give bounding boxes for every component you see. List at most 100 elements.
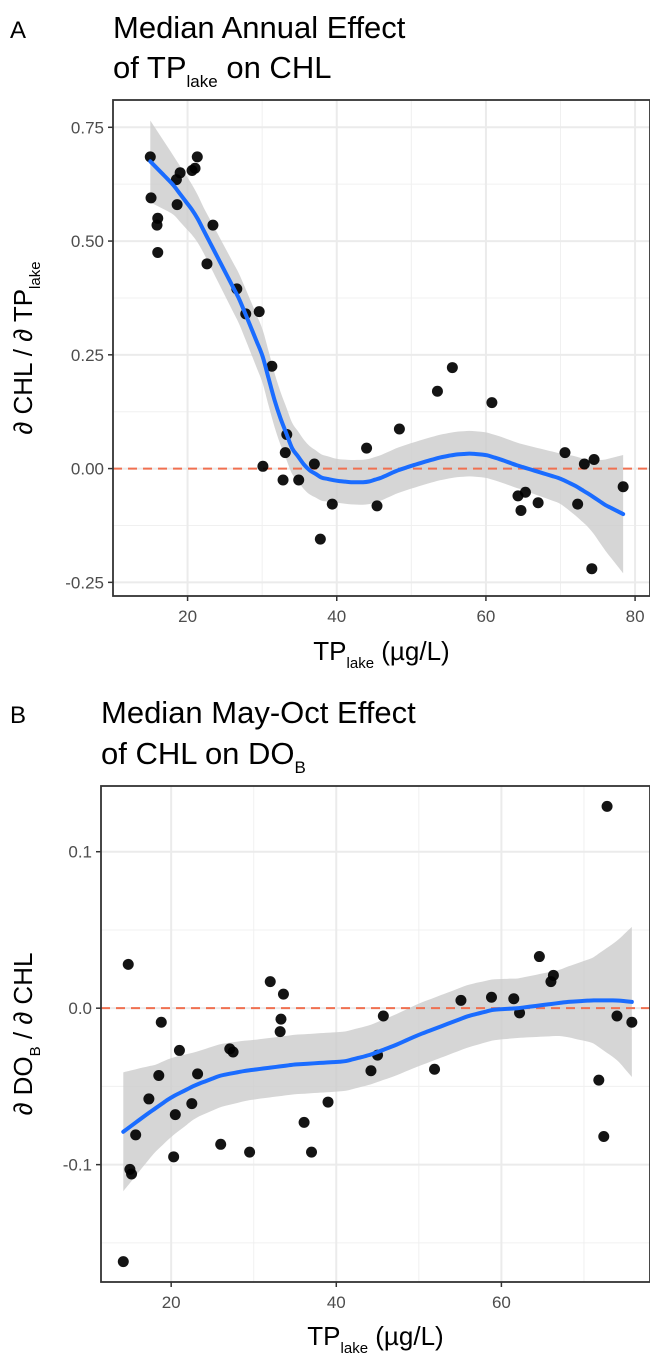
- data-point: [308, 458, 320, 470]
- data-point: [578, 458, 590, 470]
- smooth-line: [148, 159, 626, 517]
- data-point: [192, 1068, 204, 1080]
- data-point: [293, 474, 305, 486]
- data-point: [266, 360, 278, 372]
- data-point: [155, 1016, 167, 1028]
- panel-letter: A: [10, 17, 26, 44]
- data-point: [201, 258, 213, 270]
- data-point: [244, 1146, 256, 1158]
- x-tick-label: 40: [327, 607, 346, 626]
- data-point: [431, 385, 443, 397]
- chart-title-line: Median May-Oct Effect: [101, 695, 416, 730]
- y-tick-label: 0.0: [68, 999, 92, 1018]
- data-point: [533, 951, 545, 963]
- data-point: [189, 162, 201, 174]
- y-tick-label: 0.25: [71, 346, 104, 365]
- smooth-line: [121, 998, 634, 1134]
- x-tick-label: 20: [178, 607, 197, 626]
- data-point: [145, 192, 157, 204]
- y-tick-label: 0.00: [71, 460, 104, 479]
- data-point: [169, 1109, 181, 1121]
- data-point: [168, 1151, 180, 1163]
- x-tick-label: 40: [327, 1293, 346, 1312]
- chart-title-line: of CHL on DOB: [101, 736, 306, 777]
- data-point: [322, 1096, 334, 1108]
- data-point: [486, 397, 498, 409]
- data-point: [365, 1065, 377, 1077]
- data-point: [611, 1010, 623, 1022]
- plot-border: [100, 785, 650, 1283]
- data-point: [598, 1130, 610, 1142]
- data-point: [274, 1026, 286, 1038]
- data-point: [446, 362, 458, 374]
- data-point: [508, 993, 520, 1005]
- data-point: [227, 1046, 239, 1058]
- data-point: [207, 219, 219, 231]
- data-point: [455, 994, 467, 1006]
- y-tick-label: 0.1: [68, 843, 92, 862]
- data-point: [306, 1146, 318, 1158]
- data-point: [253, 306, 265, 318]
- plot-area: [101, 786, 650, 1282]
- x-axis-title: TPlake (µg/L): [307, 1321, 443, 1356]
- data-point: [298, 1116, 310, 1128]
- x-tick-label: 20: [162, 1293, 181, 1312]
- data-point: [326, 498, 338, 510]
- data-point: [547, 969, 559, 981]
- y-tick-label: -0.1: [63, 1156, 92, 1175]
- data-point: [617, 481, 629, 493]
- data-point: [153, 1069, 165, 1081]
- y-axis-title-group: ∂ DOB / ∂ CHL: [8, 953, 44, 1116]
- data-point: [171, 199, 183, 211]
- data-point: [279, 447, 291, 459]
- data-point: [122, 958, 134, 970]
- panel-letter: B: [10, 702, 26, 729]
- data-point: [371, 500, 383, 512]
- data-point: [191, 151, 203, 163]
- chart-panel-a: A Median Annual Effect of TPlake on CHL 20 4…: [8, 10, 650, 672]
- data-point: [626, 1016, 638, 1028]
- y-axis-title: ∂ DOB / ∂ CHL: [8, 953, 44, 1116]
- data-point: [601, 800, 613, 812]
- y-axis-title-group: ∂ CHL / ∂ TPlake: [8, 261, 44, 434]
- data-point: [277, 988, 289, 1000]
- data-point: [519, 486, 531, 498]
- data-point: [117, 1256, 129, 1268]
- data-point: [130, 1129, 142, 1141]
- x-tick-label: 80: [626, 607, 645, 626]
- data-point: [393, 423, 405, 435]
- data-point: [588, 453, 600, 465]
- x-tick-label: 60: [476, 607, 495, 626]
- data-point: [559, 447, 571, 459]
- chart-panel-b: B Median May-Oct Effect of CHL on DOB 20 40 6…: [8, 695, 650, 1356]
- x-axis-title: TPlake (µg/L): [313, 636, 449, 672]
- data-point: [144, 151, 156, 163]
- data-point: [377, 1010, 389, 1022]
- data-point: [152, 212, 164, 224]
- data-point: [143, 1093, 155, 1105]
- data-point: [264, 976, 276, 988]
- y-tick-label: 0.50: [71, 232, 104, 251]
- y-tick-label: -0.25: [65, 573, 104, 592]
- data-point: [572, 498, 584, 510]
- data-point: [152, 246, 164, 258]
- data-point: [186, 1098, 198, 1110]
- data-point: [257, 460, 269, 472]
- data-point: [593, 1074, 605, 1086]
- data-point: [275, 1013, 287, 1025]
- data-point: [586, 563, 598, 575]
- data-point: [429, 1063, 441, 1075]
- data-point: [173, 1044, 185, 1056]
- data-point: [314, 533, 326, 545]
- plot-area: [113, 100, 650, 596]
- data-point: [126, 1168, 138, 1180]
- data-point: [174, 167, 186, 179]
- data-point: [361, 442, 373, 454]
- plot-border: [112, 99, 650, 597]
- y-tick-label: 0.75: [71, 118, 104, 137]
- x-tick-label: 60: [492, 1293, 511, 1312]
- data-point: [485, 991, 497, 1003]
- chart-title-line: of TPlake on CHL: [113, 50, 331, 91]
- chart-title-line: Median Annual Effect: [113, 10, 406, 45]
